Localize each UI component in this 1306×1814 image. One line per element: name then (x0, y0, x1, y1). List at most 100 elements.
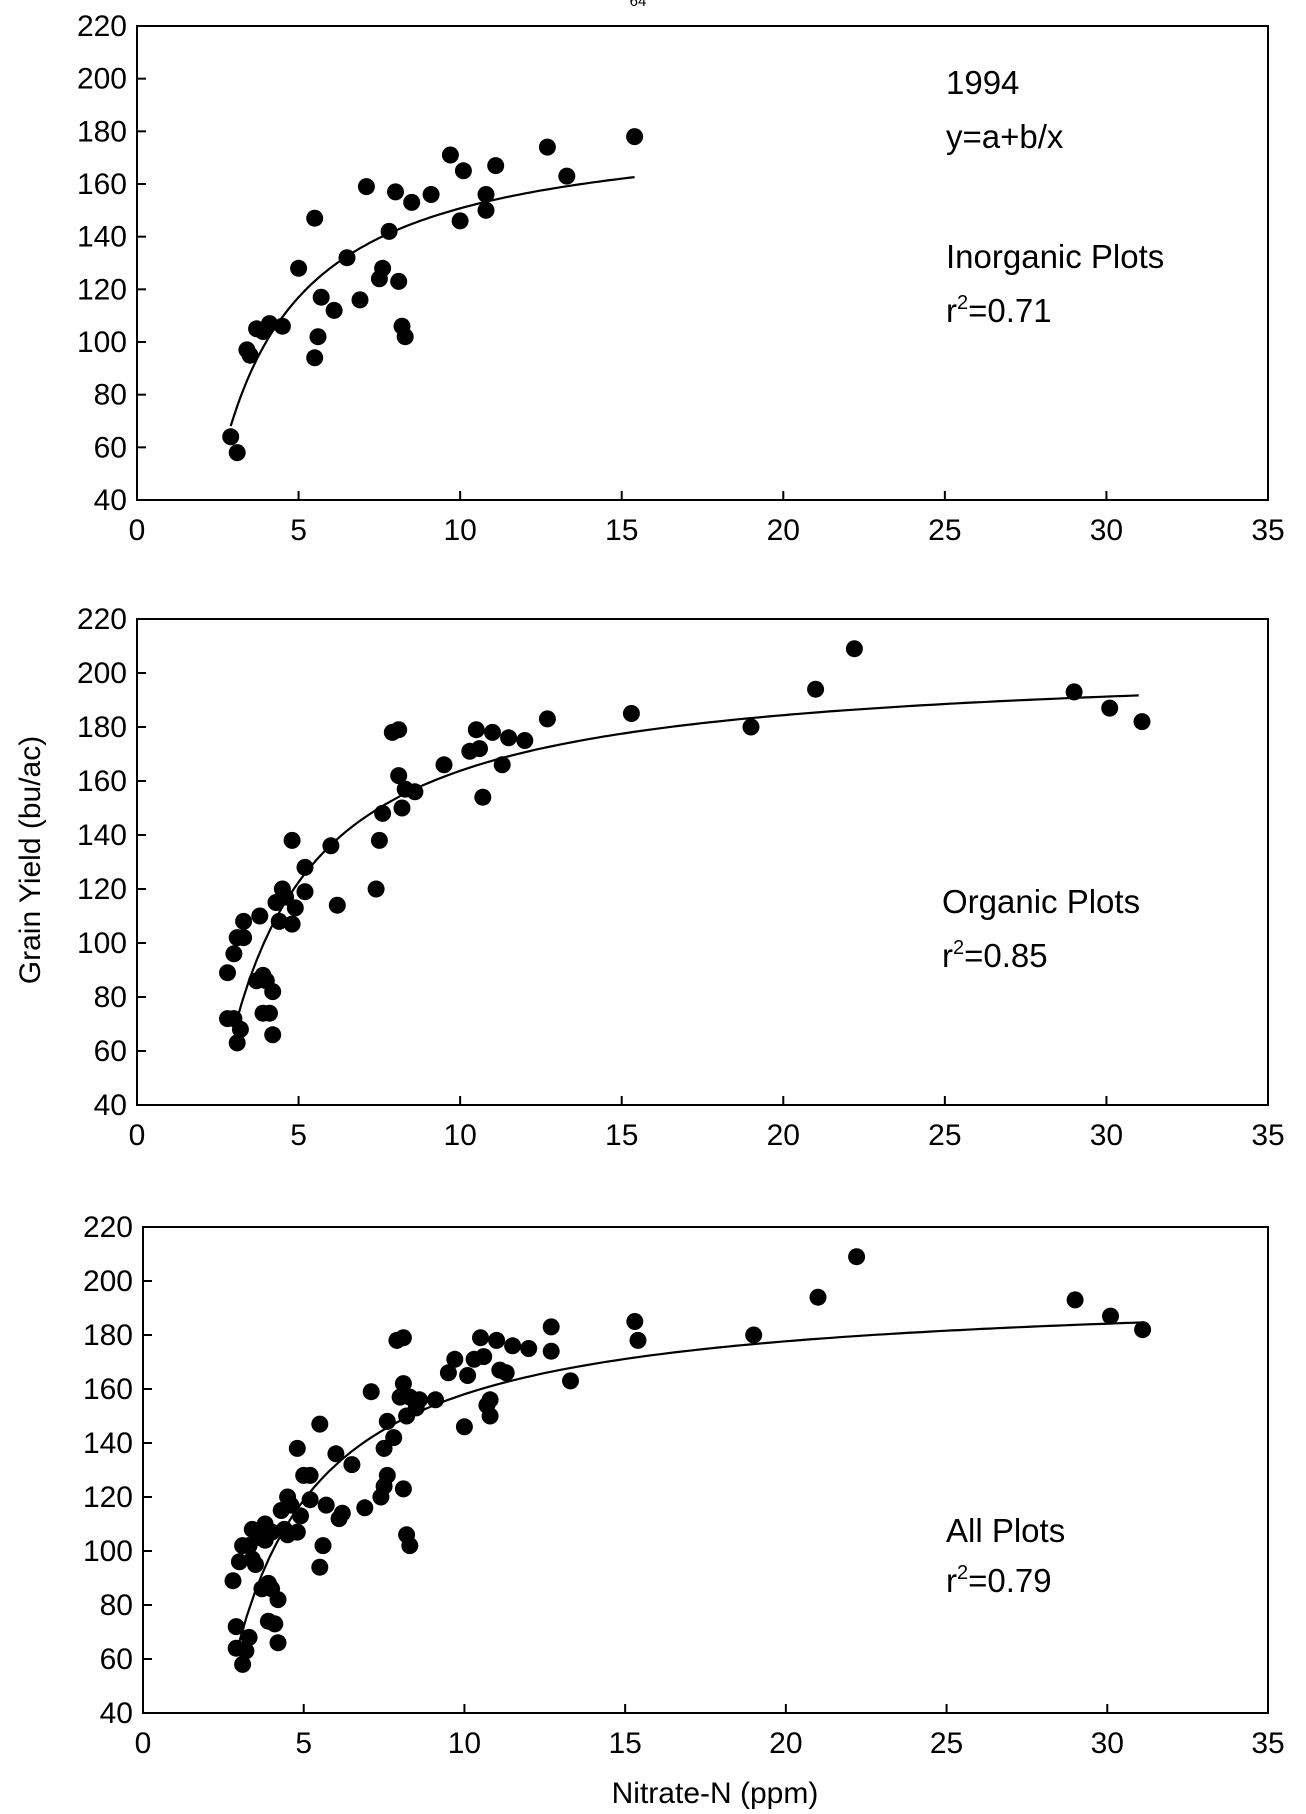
data-point (481, 1407, 499, 1425)
data-point (219, 964, 236, 982)
data-point (288, 1523, 306, 1541)
data-point (562, 1372, 579, 1390)
data-point (235, 912, 253, 930)
x-tick-label: 10 (443, 514, 476, 547)
data-point (306, 209, 324, 227)
plot-frame (142, 1226, 1269, 1714)
x-tick-label: 0 (135, 1727, 152, 1760)
x-tick-label: 15 (605, 514, 638, 547)
x-tick-label: 20 (767, 1119, 800, 1152)
data-point (477, 186, 495, 203)
data-point (292, 1507, 309, 1525)
data-point (378, 1412, 396, 1430)
data-point (290, 259, 308, 277)
data-point (224, 1572, 242, 1590)
x-tick-label: 5 (290, 514, 307, 547)
data-point (328, 896, 346, 914)
data-point (343, 1456, 361, 1474)
data-point (497, 1364, 515, 1382)
data-point (277, 888, 295, 906)
x-tick-label: 0 (129, 1119, 146, 1152)
data-point (742, 718, 760, 736)
x-axis-title: Nitrate-N (ppm) (612, 1777, 819, 1810)
data-point (1133, 713, 1151, 731)
y-tick-label: 220 (83, 1211, 133, 1244)
x-tick-label: 10 (448, 1727, 481, 1760)
data-point (387, 183, 404, 201)
y-tick-label: 40 (94, 484, 127, 517)
y-tick-label: 100 (77, 927, 127, 960)
data-point (487, 157, 505, 175)
data-point (251, 907, 269, 925)
data-point (263, 1523, 281, 1541)
data-point (1102, 1307, 1119, 1325)
data-point (356, 1499, 374, 1517)
annotation-text: All Plots (946, 1512, 1065, 1549)
data-point (394, 1375, 412, 1393)
x-tick-label: 25 (930, 1727, 963, 1760)
data-point (520, 1340, 538, 1357)
data-point (467, 721, 485, 739)
data-point (477, 201, 495, 219)
data-point (283, 831, 301, 849)
x-tick-label: 35 (1251, 514, 1284, 547)
r-value: =0.79 (968, 1562, 1052, 1599)
data-point (471, 740, 488, 758)
data-point (542, 1318, 560, 1336)
y-tick-label: 220 (77, 603, 127, 636)
data-point (227, 1618, 245, 1636)
plot-frame (136, 25, 1269, 501)
x-tick-label: 30 (1091, 1727, 1124, 1760)
y-tick-label: 160 (77, 168, 127, 201)
data-point (357, 178, 375, 196)
annotation-text: y=a+b/x (946, 118, 1064, 155)
data-point (322, 837, 340, 855)
r-value: =0.85 (964, 937, 1048, 974)
x-tick-label: 10 (443, 1119, 476, 1152)
data-point (225, 945, 243, 963)
data-point (403, 193, 421, 211)
data-point (269, 1591, 287, 1609)
superscript-2: 2 (957, 1562, 968, 1584)
plot-frame (136, 618, 1269, 1106)
data-point (314, 1537, 332, 1555)
annotation-text: Inorganic Plots (946, 238, 1164, 275)
data-point (261, 1004, 278, 1022)
data-point (312, 288, 330, 306)
data-point (327, 1445, 345, 1463)
data-point (378, 1466, 396, 1484)
y-tick-label: 200 (77, 63, 127, 96)
data-point (390, 272, 408, 290)
data-point (393, 799, 411, 817)
data-point (1101, 699, 1119, 717)
data-point (493, 756, 511, 774)
x-tick-label: 15 (608, 1727, 641, 1760)
y-tick-label: 120 (83, 1481, 133, 1514)
superscript-2: 2 (957, 292, 968, 314)
fit-curve (232, 694, 1139, 1031)
data-point (441, 146, 459, 164)
data-point (338, 249, 356, 267)
data-point (235, 929, 253, 947)
chart-panel-inorganic: 40 60 80 100 120 140 160 180 200 220 0 5 10 15 20 25 30 3… (77, 10, 1285, 547)
data-point (446, 1350, 464, 1368)
x-tick-label: 35 (1251, 1119, 1284, 1152)
y-tick-label: 100 (83, 1535, 133, 1568)
data-point (558, 167, 576, 185)
data-point (394, 1480, 412, 1498)
data-point (410, 1391, 428, 1409)
r-symbol: r (946, 292, 957, 329)
data-point (848, 1248, 866, 1266)
data-point (516, 732, 534, 749)
data-point (296, 883, 314, 901)
data-point (261, 315, 278, 333)
data-point (231, 1020, 249, 1038)
data-point (538, 710, 556, 728)
data-point (247, 1556, 264, 1573)
data-point (237, 1642, 255, 1660)
data-point (264, 1026, 282, 1044)
data-point (455, 1418, 473, 1436)
y-tick-label: 200 (83, 1265, 133, 1298)
data-point (1065, 683, 1083, 701)
